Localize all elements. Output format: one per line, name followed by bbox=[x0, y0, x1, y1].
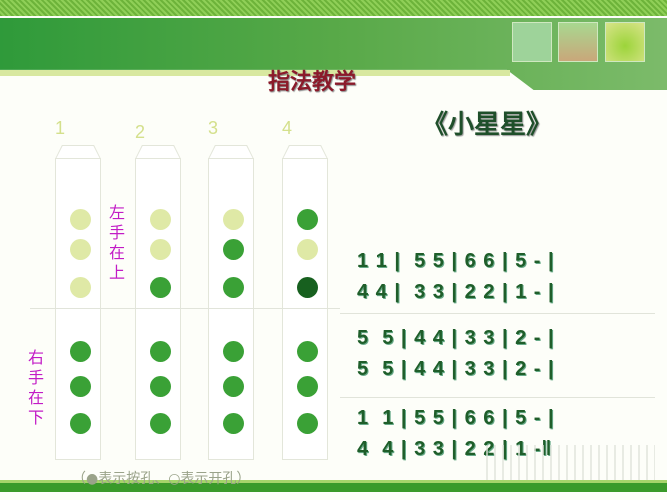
header-band-edge bbox=[0, 70, 510, 76]
header-thumbnail-sprout bbox=[558, 22, 598, 62]
flute-diagram bbox=[282, 158, 328, 460]
column-number: 2 bbox=[135, 122, 146, 142]
notation-line: 5 5 | 4 4 | 3 3 | 2 - | bbox=[357, 358, 555, 380]
header-thumbnail-plain bbox=[512, 22, 552, 62]
song-title: 《小星星》 bbox=[422, 110, 553, 140]
finger-hole-open bbox=[70, 239, 91, 260]
flute-top bbox=[282, 145, 328, 159]
finger-hole-closed bbox=[297, 209, 318, 230]
notation-line: 4 4 | 3 3 | 2 2 | 1 - | bbox=[357, 281, 555, 303]
finger-hole-closed bbox=[297, 413, 318, 434]
page-title: 指法教学 bbox=[268, 70, 357, 95]
flute-diagram bbox=[208, 158, 254, 460]
notation-line: 5 5 | 4 4 | 3 3 | 2 - | bbox=[357, 327, 555, 349]
left-hand-label: 左手在上 bbox=[109, 203, 126, 282]
flute-diagram bbox=[135, 158, 181, 460]
flute-top bbox=[55, 145, 101, 159]
legend-text: （●表示按孔、○表示开孔） bbox=[72, 471, 251, 487]
finger-hole-open bbox=[70, 209, 91, 230]
finger-hole-closed bbox=[70, 341, 91, 362]
finger-hole-closed bbox=[223, 413, 244, 434]
notation-divider bbox=[340, 313, 655, 314]
finger-hole-open bbox=[297, 239, 318, 260]
grass-decoration bbox=[480, 445, 655, 480]
finger-hole-open bbox=[70, 277, 91, 298]
header-stripe bbox=[0, 0, 667, 16]
notation-line: 1 1 | 5 5 | 6 6 | 5 - | bbox=[357, 407, 555, 429]
header-thumbnail-leaf bbox=[605, 22, 645, 62]
finger-hole-closed bbox=[297, 376, 318, 397]
finger-hole-closed bbox=[70, 413, 91, 434]
flute-top bbox=[135, 145, 181, 159]
finger-hole-closed bbox=[150, 376, 171, 397]
notation-line: 1 1 | 5 5 | 6 6 | 5 - | bbox=[357, 250, 555, 272]
finger-hole-closed bbox=[223, 376, 244, 397]
column-number: 1 bbox=[55, 118, 66, 138]
finger-hole-closed bbox=[297, 341, 318, 362]
flute-diagram bbox=[55, 158, 101, 460]
flute-top bbox=[208, 145, 254, 159]
finger-hole-closed bbox=[223, 239, 244, 260]
footer-bar bbox=[0, 480, 667, 492]
finger-hole-closed bbox=[150, 341, 171, 362]
finger-hole-closed bbox=[223, 341, 244, 362]
finger-hole-open bbox=[223, 209, 244, 230]
column-number: 4 bbox=[282, 118, 293, 138]
finger-hole-open bbox=[150, 239, 171, 260]
column-number: 3 bbox=[208, 118, 219, 138]
finger-hole-closed bbox=[70, 376, 91, 397]
notation-divider bbox=[340, 397, 655, 398]
hand-divider bbox=[30, 308, 340, 309]
finger-hole-closed bbox=[223, 277, 244, 298]
finger-hole-closed bbox=[150, 413, 171, 434]
right-hand-label: 右手在下 bbox=[28, 348, 45, 427]
finger-hole-dark bbox=[297, 277, 318, 298]
finger-hole-closed bbox=[150, 277, 171, 298]
finger-hole-open bbox=[150, 209, 171, 230]
